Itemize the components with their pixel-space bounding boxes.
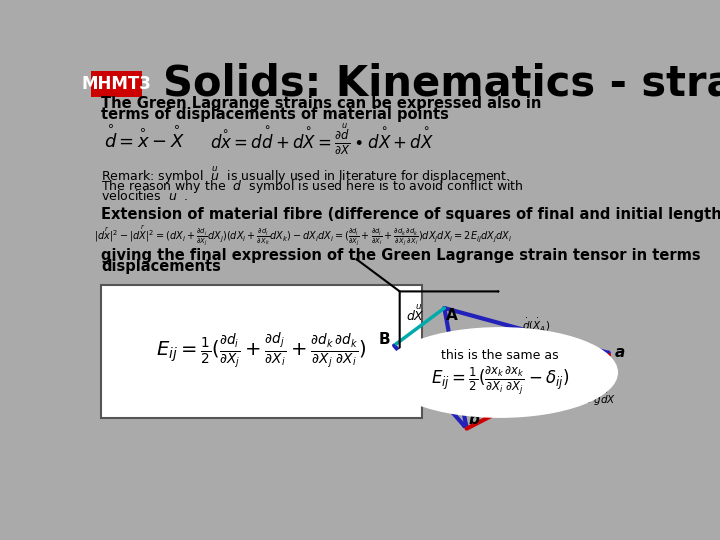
Text: Remark: symbol  $\overset{u}{u}$  is usually used in literature for displacement: Remark: symbol $\overset{u}{u}$ is usual… [101,165,510,186]
Text: MHMT3: MHMT3 [81,75,151,93]
Text: this is the same as: this is the same as [441,349,559,362]
Text: b: b [468,411,480,427]
Text: Extension of material fibre (difference of squares of final and initial lengths): Extension of material fibre (difference … [101,207,720,221]
Text: B: B [379,332,390,347]
Polygon shape [389,358,402,375]
Text: terms of displacements of material points: terms of displacements of material point… [101,107,449,122]
Text: $|d\overset{r}{x}|^2 - |d\overset{r}{X}|^2 = (dX_i + \frac{\partial d_i}{\partia: $|d\overset{r}{x}|^2 - |d\overset{r}{X}|… [94,222,513,248]
Text: Solids: Kinematics - strains: Solids: Kinematics - strains [163,63,720,105]
Text: $\dot{d}(\dot{X}_A)$: $\dot{d}(\dot{X}_A)$ [523,316,551,333]
Text: $\overset{\circ}{d} = \overset{\circ}{x} - \overset{\circ}{X}$: $\overset{\circ}{d} = \overset{\circ}{x}… [104,124,185,152]
Text: A: A [446,308,458,323]
Text: giving the final expression of the Green Lagrange strain tensor in terms: giving the final expression of the Green… [101,248,701,263]
Text: velocities  $u$  .: velocities $u$ . [101,188,189,202]
FancyBboxPatch shape [101,285,422,418]
Text: $d\overset{\circ}{x} = d\overset{\circ}{d} + d\overset{\circ}{X} = \frac{\partia: $d\overset{\circ}{x} = d\overset{\circ}{… [210,122,434,157]
Text: $E_{ij} = \frac{1}{2}(\frac{\partial x_k}{\partial X_i}\frac{\partial x_k}{\part: $E_{ij} = \frac{1}{2}(\frac{\partial x_k… [431,364,570,397]
Text: The Green Lagrange strains can be expressed also in: The Green Lagrange strains can be expres… [101,97,541,111]
Text: $d\overset{r}{x} = \overset{r}{F}g\overset{r}{dX}$: $d\overset{r}{x} = \overset{r}{F}g\overs… [562,387,616,408]
FancyBboxPatch shape [91,71,142,97]
Text: a: a [615,345,626,360]
Text: The reason why the  $d$  symbol is used here is to avoid conflict with: The reason why the $d$ symbol is used he… [101,178,524,195]
Ellipse shape [383,328,617,417]
Text: $d\overset{u}{X}$: $d\overset{u}{X}$ [406,303,425,323]
Text: displacements: displacements [101,259,221,274]
Text: $\dot{d}(\dot{X}\!+\!\dot{d}\dot{X})$: $\dot{d}(\dot{X}\!+\!\dot{d}\dot{X})$ [396,354,441,370]
Text: $E_{ij} = \frac{1}{2}(\frac{\partial d_i}{\partial X_j} + \frac{\partial d_j}{\p: $E_{ij} = \frac{1}{2}(\frac{\partial d_i… [156,329,367,369]
